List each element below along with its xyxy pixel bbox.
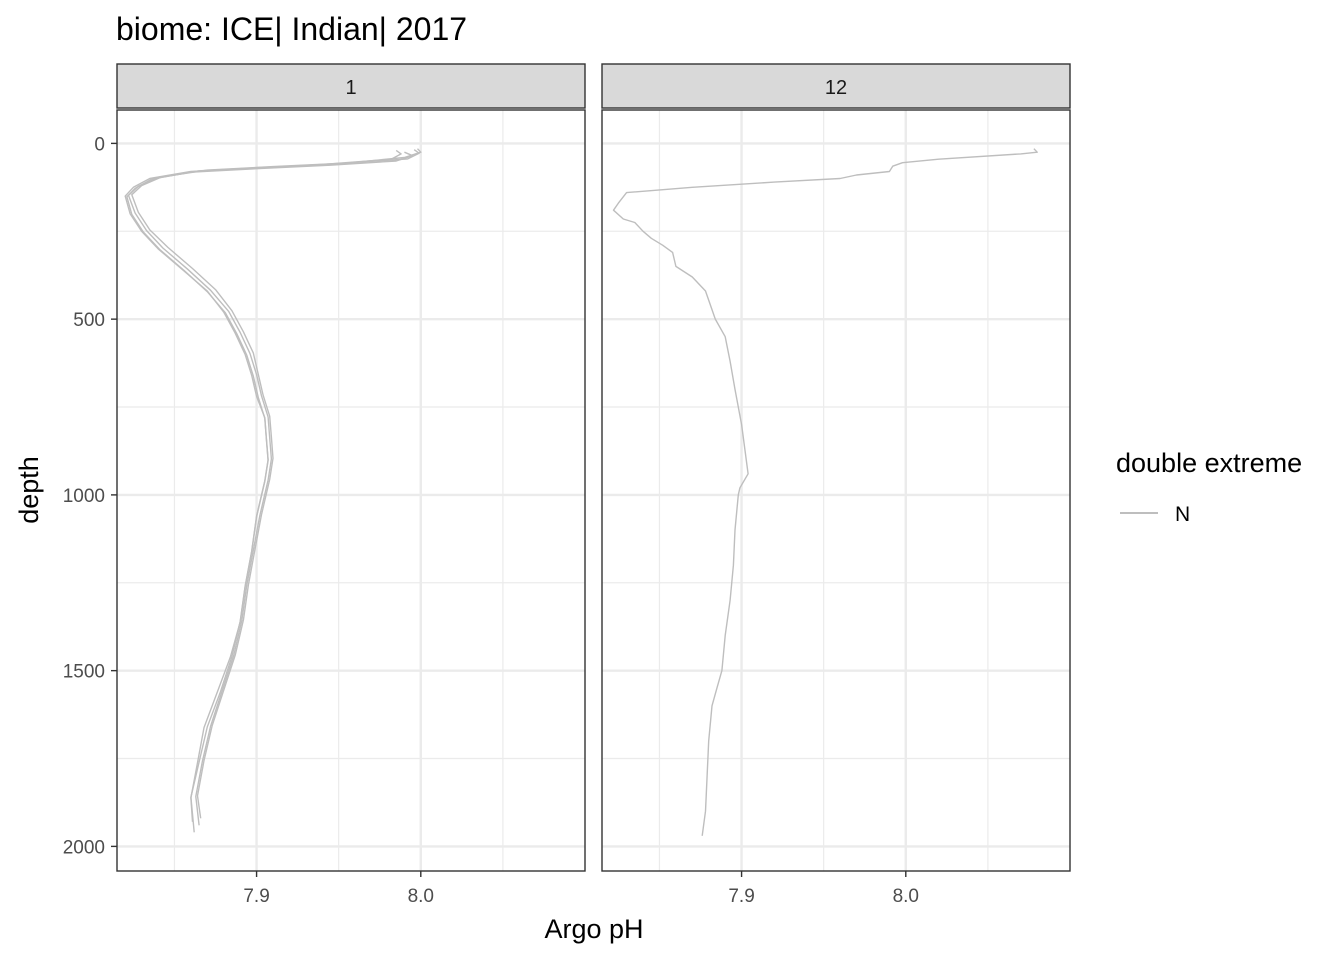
chart-title: biome: ICE| Indian| 2017 <box>116 11 467 47</box>
panel-background <box>117 110 585 871</box>
x-tick-label: 8.0 <box>893 886 919 907</box>
profile-line-1-4 <box>131 149 420 819</box>
facet-strip <box>601 63 1071 109</box>
y-tick-label: 2000 <box>63 837 105 858</box>
panel-border <box>601 109 1071 872</box>
x-axis-title: Argo pH <box>544 914 643 944</box>
y-axis-title: depth <box>14 456 44 524</box>
y-tick-label: 1500 <box>63 662 105 683</box>
facet-panel-1: 1 7.9 8.0 <box>116 63 586 907</box>
panel-border <box>116 109 586 872</box>
panel-background <box>602 110 1070 871</box>
y-tick-label: 1000 <box>63 486 105 507</box>
facet-strip-label: 12 <box>825 77 847 99</box>
facet-panel-12: 12 7.9 8.0 <box>601 63 1071 907</box>
legend: double extreme N <box>1116 448 1302 526</box>
y-axis: 0 500 1000 1500 2000 <box>63 134 117 858</box>
facet-strip <box>116 63 586 109</box>
x-tick-label: 7.9 <box>243 886 269 907</box>
y-tick-label: 0 <box>94 134 105 155</box>
x-tick-label: 8.0 <box>408 886 434 907</box>
facet-panels: 1 7.9 8.0 12 7.9 8.0 <box>116 63 1071 907</box>
facet-strip-label: 1 <box>345 77 356 99</box>
legend-label-N: N <box>1175 503 1190 526</box>
y-tick-label: 500 <box>73 310 105 331</box>
legend-title: double extreme <box>1116 448 1302 478</box>
profile-line-12-1 <box>612 148 1038 836</box>
x-tick-label: 7.9 <box>728 886 754 907</box>
